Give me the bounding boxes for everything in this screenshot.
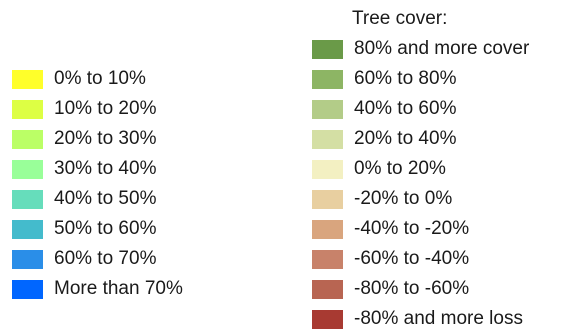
legend-swatch	[312, 189, 343, 209]
legend-label: 60% to 70%	[54, 248, 157, 269]
legend-title: Tree cover:	[352, 8, 448, 29]
legend-swatch	[12, 129, 43, 149]
legend-item: 0% to 10%	[12, 64, 183, 94]
legend-item: 0% to 20%	[312, 154, 529, 184]
legend-item: 40% to 60%	[312, 94, 529, 124]
legend-swatch	[312, 309, 343, 329]
legend-label: 20% to 30%	[54, 128, 157, 149]
legend-label: 50% to 60%	[54, 218, 157, 239]
legend-item: 10% to 20%	[12, 94, 183, 124]
legend-swatch	[12, 219, 43, 239]
legend-item: 20% to 40%	[312, 124, 529, 154]
legend-swatch	[312, 279, 343, 299]
legend-item: 30% to 40%	[12, 154, 183, 184]
legend-swatch	[12, 69, 43, 89]
legend-item: 80% and more cover	[312, 34, 529, 64]
legend-label: -60% to -40%	[354, 248, 470, 269]
legend-item: 40% to 50%	[12, 184, 183, 214]
legend-item: -60% to -40%	[312, 244, 529, 274]
legend-swatch	[312, 69, 343, 89]
legend-swatch	[312, 249, 343, 269]
legend-label: 30% to 40%	[54, 158, 157, 179]
legend-label: -40% to -20%	[354, 218, 470, 239]
legend-label: -80% to -60%	[354, 278, 470, 299]
legend-item: -80% to -60%	[312, 274, 529, 304]
legend-label: 60% to 80%	[354, 68, 457, 89]
legend-label: 40% to 60%	[354, 98, 457, 119]
legend-swatch	[12, 159, 43, 179]
legend-label: -20% to 0%	[354, 188, 453, 209]
legend-label: More than 70%	[54, 278, 183, 299]
legend-swatch	[312, 219, 343, 239]
tree-cover-legend: Tree cover: 80% and more cover 60% to 80…	[312, 4, 529, 334]
legend-item: -20% to 0%	[312, 184, 529, 214]
legend-swatch	[312, 39, 343, 59]
legend-swatch	[12, 249, 43, 269]
legend-item: 60% to 80%	[312, 64, 529, 94]
legend-label: -80% and more loss	[354, 308, 523, 329]
legend-swatch	[312, 159, 343, 179]
legend-label: 20% to 40%	[354, 128, 457, 149]
legend-swatch	[12, 189, 43, 209]
legend-label: 40% to 50%	[54, 188, 157, 209]
legend-swatch	[312, 99, 343, 119]
legend-item: 50% to 60%	[12, 214, 183, 244]
legend-swatch	[12, 99, 43, 119]
legend-item: -40% to -20%	[312, 214, 529, 244]
legend-label: 80% and more cover	[354, 38, 530, 59]
legend-item: 60% to 70%	[12, 244, 183, 274]
legend-label: 0% to 10%	[54, 68, 146, 89]
left-legend: 0% to 10% 10% to 20% 20% to 30% 30% to 4…	[12, 64, 183, 304]
legend-swatch	[312, 129, 343, 149]
legend-label: 10% to 20%	[54, 98, 157, 119]
legend-item: More than 70%	[12, 274, 183, 304]
legend-item: -80% and more loss	[312, 304, 529, 334]
legend-swatch	[12, 279, 43, 299]
legend-item: 20% to 30%	[12, 124, 183, 154]
legend-label: 0% to 20%	[354, 158, 446, 179]
